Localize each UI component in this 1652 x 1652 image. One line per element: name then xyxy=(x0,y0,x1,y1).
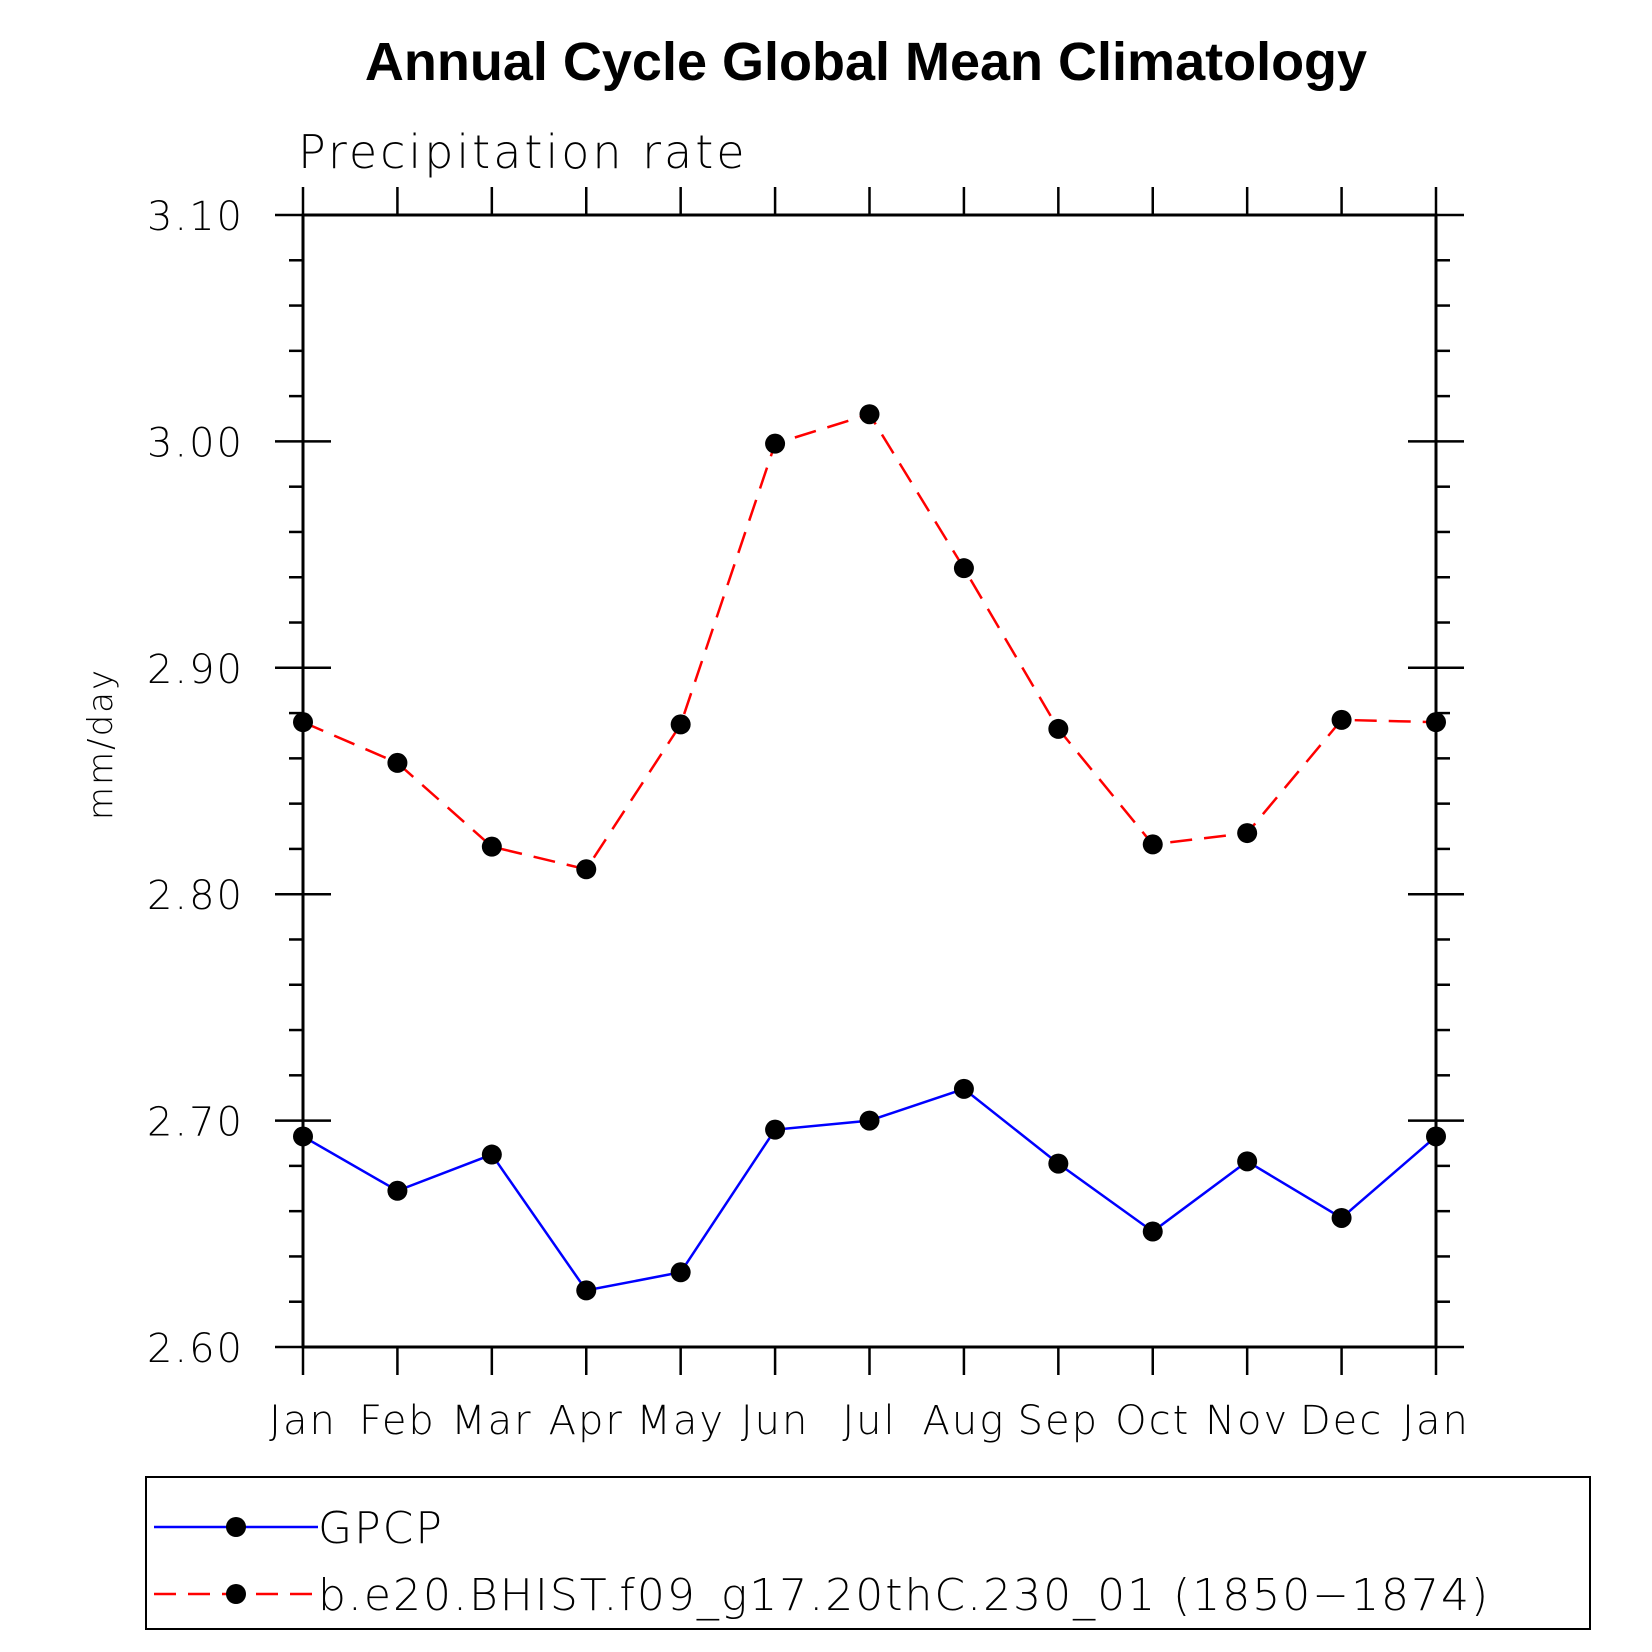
data-point xyxy=(765,433,786,454)
legend-marker xyxy=(226,1517,246,1537)
legend-label: GPCP xyxy=(318,1503,444,1554)
data-point xyxy=(670,1262,691,1283)
data-point xyxy=(387,752,408,773)
x-tick-label: Aug xyxy=(923,1398,1006,1444)
data-point xyxy=(387,1180,408,1201)
y-tick-label: 2.80 xyxy=(147,873,244,919)
legend: GPCP b.e20.BHIST.f09_g17.20thC.230_01 (18… xyxy=(154,1503,1490,1621)
data-point xyxy=(293,712,313,733)
data-point xyxy=(1048,1153,1069,1174)
x-tick-label: Apr xyxy=(549,1398,624,1444)
x-tick-label: Jul xyxy=(842,1398,896,1444)
data-point xyxy=(859,404,880,425)
y-tick-label: 3.00 xyxy=(147,420,244,466)
y-tick-label: 2.60 xyxy=(147,1326,244,1372)
chart-title: Annual Cycle Global Mean Climatology xyxy=(365,32,1367,92)
plot-frame xyxy=(301,213,1438,1349)
data-point xyxy=(1331,1207,1352,1228)
y-tick-labels: 2.60 2.70 2.80 2.90 3.00 3.10 xyxy=(147,194,244,1372)
data-point xyxy=(765,1119,786,1140)
data-point xyxy=(1142,834,1163,855)
x-tick-label: Oct xyxy=(1115,1398,1190,1444)
x-tick-label: Sep xyxy=(1018,1398,1099,1444)
y-tick-label: 2.70 xyxy=(147,1100,244,1146)
data-point xyxy=(1426,1126,1446,1147)
series-layer xyxy=(293,404,1446,1301)
data-point xyxy=(859,1110,880,1131)
data-point xyxy=(953,1078,974,1099)
legend-box xyxy=(145,1476,1591,1630)
y-tick-label: 2.90 xyxy=(147,647,244,693)
data-point xyxy=(1237,823,1258,844)
x-tick-label: Jun xyxy=(741,1398,810,1444)
legend-label: b.e20.BHIST.f09_g17.20thC.230_01 (1850−1… xyxy=(318,1570,1490,1621)
data-point xyxy=(1237,1151,1258,1172)
data-point xyxy=(1331,709,1352,730)
data-point xyxy=(1048,718,1069,739)
x-tick-label: May xyxy=(636,1398,725,1444)
data-point xyxy=(1142,1221,1163,1242)
x-tick-label: Jan xyxy=(269,1398,337,1444)
data-point xyxy=(481,1144,502,1165)
x-tick-label: Feb xyxy=(359,1398,436,1444)
chart-subtitle: Precipitation rate xyxy=(298,125,748,179)
x-tick-label: Dec xyxy=(1300,1398,1383,1444)
series-line xyxy=(302,412,1437,871)
data-point xyxy=(576,859,597,880)
x-tick-label: Mar xyxy=(451,1398,532,1444)
data-point xyxy=(1426,712,1446,733)
y-tick-label: 3.10 xyxy=(147,194,244,240)
legend-marker xyxy=(226,1584,246,1604)
data-point xyxy=(481,836,502,857)
x-tick-labels: Jan Feb Mar Apr May Jun Jul Aug Sep Oct Nov Dec Jan xyxy=(269,1398,1470,1444)
x-tick-label: Nov xyxy=(1205,1398,1289,1444)
x-tick-label: Jan xyxy=(1402,1398,1470,1444)
axis-ticks xyxy=(275,187,1464,1375)
data-point xyxy=(953,558,974,579)
data-point xyxy=(293,1126,313,1147)
y-axis-label: mm/day xyxy=(81,668,121,820)
data-point xyxy=(576,1280,597,1301)
data-point xyxy=(670,714,691,735)
